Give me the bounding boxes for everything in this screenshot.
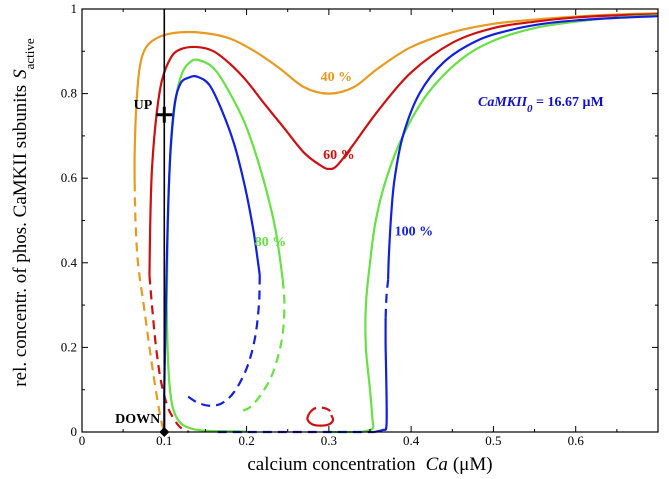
series-line-3-segment-5-solid [387, 15, 659, 280]
x-axis-unit: (μM) [453, 454, 493, 475]
markers-layer: UP DOWN [115, 9, 173, 437]
ticks-layer: 0 0.1 0.2 0.3 0.4 0.5 0.6 0 0.2 0.4 0.6 0.8 1 [61, 1, 658, 448]
curves-layer [133, 12, 659, 434]
labels-layer: 40 % 60 % 80 % 100 % [255, 70, 433, 250]
up-label: UP [134, 98, 153, 113]
y-axis-subscript: active [22, 38, 37, 69]
x-tick-label-5: 0.5 [485, 433, 501, 448]
y-axis-title-text: rel. concentr. of phos. CaMKII subunits [10, 85, 31, 387]
y-tick-label-1: 0.2 [61, 339, 77, 354]
series-label-0: 40 % [321, 70, 353, 85]
down-label: DOWN [115, 412, 160, 427]
x-tick-label-2: 0.2 [238, 433, 254, 448]
y-tick-label-4: 0.8 [61, 86, 77, 101]
series-line-2-segment-4-solid [361, 14, 659, 434]
y-tick-label-0: 0 [71, 424, 78, 439]
x-axis-title-text: calcium concentration [247, 454, 416, 475]
y-axis-title: rel. concentr. of phos. CaMKII subunits S… [10, 38, 37, 387]
series-line-0-segment-0-solid [133, 12, 659, 183]
series-line-2-segment-0-solid [165, 58, 284, 306]
x-tick-label-3: 0.3 [321, 433, 337, 448]
series-label-2: 80 % [255, 235, 286, 250]
camkii-annotation: CaMKII0 = 16.67 μM [478, 95, 604, 115]
camkii-annotation-suffix: = 16.67 μM [533, 95, 604, 110]
x-tick-label-1: 0.1 [156, 433, 172, 448]
camkii-annotation-prefix: CaMKII [478, 95, 528, 110]
series-label-3: 100 % [395, 224, 434, 239]
series-40-pct [133, 12, 659, 433]
y-tick-label-3: 0.6 [61, 170, 78, 185]
series-line-2-segment-2-solid [165, 305, 247, 433]
series-60-pct [148, 12, 659, 433]
series-line-3-segment-4-dashed [384, 279, 390, 318]
series-line-3-segment-0-solid [163, 75, 261, 433]
x-tick-label-6: 0.6 [568, 433, 585, 448]
y-tick-label-2: 0.4 [61, 255, 78, 270]
series-line-0-segment-1-dashed [133, 182, 166, 433]
x-axis-title: calcium concentration Ca (μM) [247, 454, 492, 475]
x-tick-label-4: 0.4 [403, 433, 420, 448]
series-line-2-segment-1-dashed [241, 279, 286, 412]
series-line-3-segment-1-dashed [186, 275, 261, 407]
y-axis-symbol: S [10, 69, 31, 79]
y-tick-label-5: 1 [71, 1, 78, 16]
series-line-1-segment-3-solid [306, 413, 335, 427]
series-80-pct [165, 14, 659, 434]
x-axis-symbol: Ca [426, 454, 448, 475]
series-line-1-segment-1-dashed [148, 275, 190, 433]
camkii-annotation-subscript: 0 [527, 103, 533, 115]
series-line-1-segment-0-solid [148, 12, 659, 276]
series-line-3-segment-3-solid [373, 317, 388, 434]
series-line-1-segment-2-dashed [308, 406, 333, 416]
x-tick-label-0: 0 [79, 433, 86, 448]
series-label-1: 60 % [323, 148, 355, 163]
